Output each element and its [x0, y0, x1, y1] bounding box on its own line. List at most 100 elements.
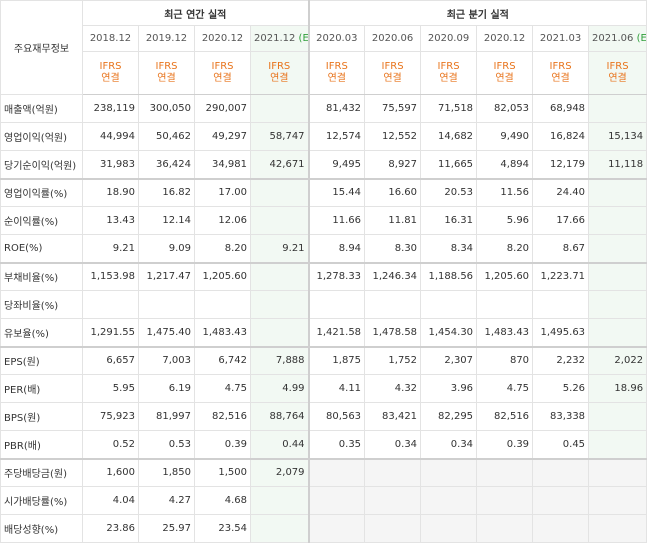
value-cell: 1,500 [194, 457, 251, 487]
value-cell: 8,927 [364, 150, 422, 179]
value-cell [364, 457, 422, 487]
value-cell [307, 486, 366, 515]
table-row: EPS(원) 6,657 7,003 6,742 7,888 1,875 1,752 2,30… [0, 345, 648, 375]
ifrs-label: IFRS [437, 61, 460, 72]
value-cell: 1,454.30 [420, 318, 478, 347]
period-header: 2018.12 [82, 25, 139, 52]
value-cell: 14,682 [420, 122, 478, 151]
value-cell: 9.21 [249, 234, 310, 263]
row-label: 당기순이익(억원) [0, 150, 83, 179]
consolidated-label: 연결 [101, 73, 120, 84]
accounting-standard-cell: IFRS 연결 [138, 51, 195, 95]
value-cell: 16.82 [138, 177, 195, 207]
value-cell: 20.53 [420, 177, 478, 207]
ifrs-label: IFRS [211, 61, 234, 72]
value-cell [476, 514, 534, 543]
value-cell: 82,516 [194, 402, 251, 431]
value-cell: 16.60 [364, 177, 422, 207]
value-cell: 1,483.43 [194, 318, 251, 347]
value-cell: 81,997 [138, 402, 195, 431]
row-label: 주당배당금(원) [0, 457, 83, 487]
value-cell: 0.44 [249, 430, 310, 459]
value-cell: 1,600 [82, 457, 139, 487]
consolidated-label: 연결 [551, 73, 570, 84]
value-cell: 23.54 [194, 514, 251, 543]
row-label: 영업이익률(%) [0, 177, 83, 207]
table-row: 부채비율(%) 1,153.98 1,217.47 1,205.60 1,278.33 1… [0, 261, 648, 291]
value-cell [588, 234, 648, 263]
value-cell: 11.66 [307, 206, 366, 235]
value-cell: 0.39 [194, 430, 251, 459]
value-cell: 5.95 [82, 374, 139, 403]
ifrs-label: IFRS [549, 61, 572, 72]
table-row: 배당성향(%) 23.86 25.97 23.54 [0, 514, 648, 543]
value-cell: 1,278.33 [307, 261, 366, 291]
ifrs-label: IFRS [606, 61, 629, 72]
value-cell: 12.06 [194, 206, 251, 235]
value-cell [588, 514, 648, 543]
value-cell: 0.52 [82, 430, 139, 459]
row-label: BPS(원) [0, 402, 83, 431]
corner-label: 주요재무정보 [0, 0, 83, 95]
table-row: ROE(%) 9.21 9.09 8.20 9.21 8.94 8.30 8.34 8.20 8.… [0, 234, 648, 263]
value-cell: 4.32 [364, 374, 422, 403]
value-cell: 0.39 [476, 430, 534, 459]
consolidated-label: 연결 [439, 73, 458, 84]
value-cell: 1,475.40 [138, 318, 195, 347]
estimate-marker: (E) [636, 33, 647, 44]
value-cell: 80,563 [307, 402, 366, 431]
value-cell [138, 290, 195, 319]
value-cell: 1,205.60 [476, 261, 534, 291]
table-row: 유보율(%) 1,291.55 1,475.40 1,483.43 1,421.58 1,… [0, 318, 648, 347]
row-label: 배당성향(%) [0, 514, 83, 543]
value-cell: 4.75 [476, 374, 534, 403]
annual-group-header: 최근 연간 실적 [81, 0, 310, 26]
value-cell: 3.96 [420, 374, 478, 403]
value-cell: 4.11 [307, 374, 366, 403]
value-cell [588, 177, 648, 207]
value-cell: 8.34 [420, 234, 478, 263]
value-cell: 75,597 [364, 94, 422, 123]
estimate-marker: (E) [298, 33, 309, 44]
period-label: 2021.06 [592, 33, 634, 44]
value-cell [307, 514, 366, 543]
value-cell: 2,307 [420, 345, 478, 375]
value-cell [532, 514, 590, 543]
value-cell [588, 402, 648, 431]
value-cell: 2,022 [588, 345, 648, 375]
period-label: 2020.12 [201, 33, 244, 44]
value-cell: 68,948 [532, 94, 590, 123]
value-cell: 82,053 [476, 94, 534, 123]
value-cell: 8.20 [476, 234, 534, 263]
ifrs-label: IFRS [325, 61, 348, 72]
value-cell: 1,217.47 [138, 261, 195, 291]
value-cell: 24.40 [532, 177, 590, 207]
row-label: 유보율(%) [0, 318, 83, 347]
table-row: 시가배당률(%) 4.04 4.27 4.68 [0, 486, 648, 515]
value-cell: 0.45 [532, 430, 590, 459]
row-label: 시가배당률(%) [0, 486, 83, 515]
value-cell: 2,232 [532, 345, 590, 375]
value-cell: 83,338 [532, 402, 590, 431]
value-cell: 5.26 [532, 374, 590, 403]
value-cell [420, 457, 478, 487]
value-cell: 88,764 [249, 402, 310, 431]
value-cell [307, 290, 366, 319]
value-cell: 12,574 [307, 122, 366, 151]
value-cell [420, 486, 478, 515]
value-cell [249, 206, 310, 235]
value-cell: 1,153.98 [82, 261, 139, 291]
value-cell [249, 94, 310, 123]
value-cell: 4,894 [476, 150, 534, 179]
row-label: 매출액(억원) [0, 94, 83, 123]
value-cell: 0.34 [420, 430, 478, 459]
value-cell: 44,994 [82, 122, 139, 151]
period-header: 2021.06 (E) [588, 25, 648, 52]
value-cell: 25.97 [138, 514, 195, 543]
value-cell: 4.68 [194, 486, 251, 515]
value-cell: 300,050 [138, 94, 195, 123]
value-cell [588, 94, 648, 123]
value-cell: 8.30 [364, 234, 422, 263]
table-row: PER(배) 5.95 6.19 4.75 4.99 4.11 4.32 3.96 4.75 5.… [0, 374, 648, 403]
